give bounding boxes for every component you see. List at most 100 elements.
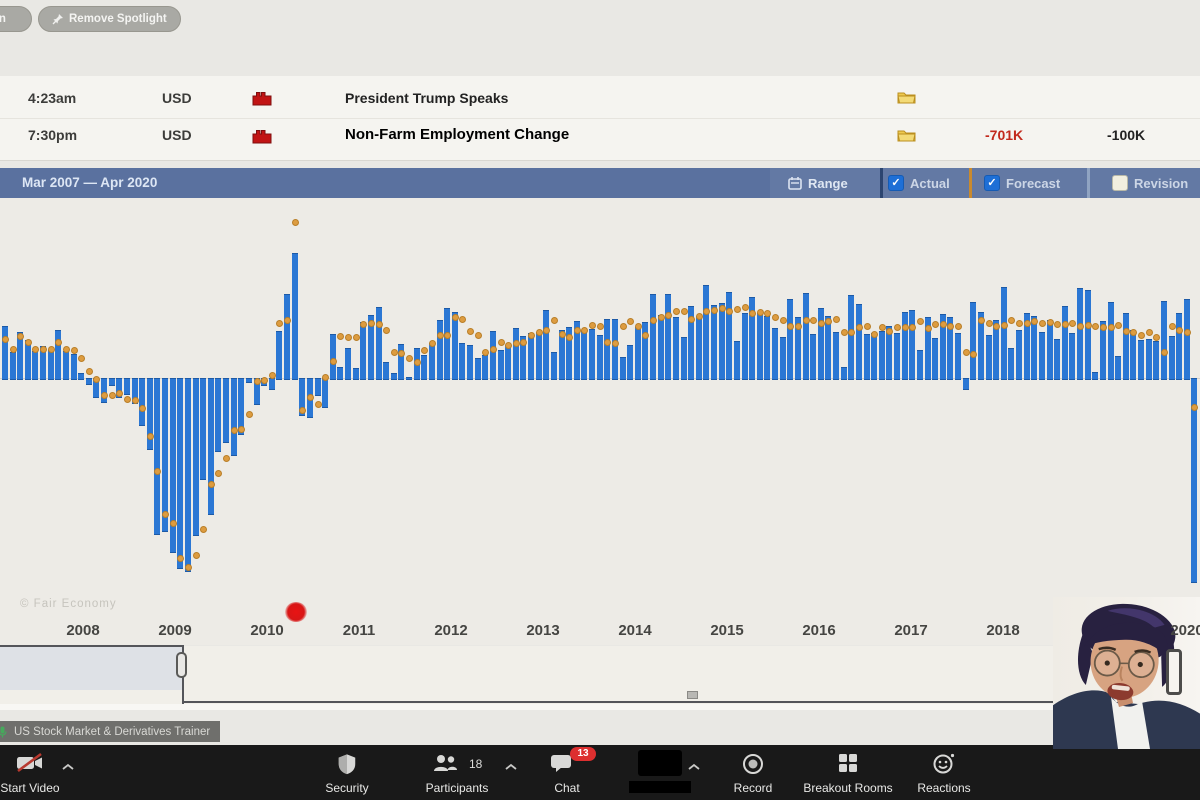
actual-bar [451, 312, 458, 380]
start-video-button[interactable]: Start Video [0, 745, 70, 800]
forecast-dot [741, 303, 749, 311]
forecast-dot [833, 316, 841, 324]
actual-bar [245, 378, 252, 384]
forecast-dot [322, 373, 330, 381]
record-button[interactable]: Record [713, 745, 793, 800]
forecast-dot [230, 427, 238, 435]
actual-bar [1176, 312, 1183, 380]
navigator-right-handle[interactable] [1166, 649, 1182, 695]
actual-bar [611, 319, 618, 380]
actual-bar [238, 378, 245, 436]
nfp-bar-chart[interactable]: © Fair Economy [0, 198, 1200, 645]
security-button[interactable]: Security [307, 745, 387, 800]
x-axis-year-label: 2018 [986, 622, 1020, 639]
forecast-dot [604, 338, 612, 346]
forecast-dot [802, 317, 810, 324]
forecast-dot [299, 406, 307, 414]
share-options-chevron-icon[interactable] [688, 758, 700, 776]
forecast-dot [367, 319, 375, 327]
forecast-checkbox[interactable]: ✓ [984, 175, 1000, 191]
folder-icon[interactable] [897, 89, 916, 109]
actual-bar [2, 325, 8, 380]
censored-label [629, 781, 691, 793]
pin-icon [52, 13, 64, 25]
forecast-dot [1107, 323, 1115, 331]
navigator-frame [182, 701, 1200, 703]
forecast-dot [62, 346, 70, 353]
pin-button[interactable]: Pin [0, 6, 32, 32]
forecast-dot [718, 305, 726, 313]
forecast-dot [596, 322, 604, 330]
actual-bar [421, 354, 428, 380]
forecast-dot [1168, 323, 1176, 331]
forecast-dot [1038, 319, 1046, 327]
reactions-smiley-icon [932, 752, 956, 781]
revision-checkbox[interactable] [1112, 175, 1128, 191]
reactions-button[interactable]: Reactions [904, 745, 984, 800]
x-axis-year-label: 2015 [710, 622, 744, 639]
actual-bar [489, 330, 496, 380]
actual-bar [1183, 298, 1190, 380]
forecast-dot [558, 330, 566, 338]
forecast-dot [421, 347, 429, 355]
forecast-dot [657, 314, 665, 322]
actual-bar [528, 333, 535, 380]
event-currency: USD [162, 90, 192, 106]
x-axis-year-label: 2016 [802, 622, 836, 639]
forecast-dot [238, 425, 246, 433]
forecast-dot [55, 338, 63, 346]
forecast-dot [650, 317, 658, 324]
forecast-dot [779, 316, 787, 324]
actual-bar [215, 378, 222, 452]
participants-button[interactable]: 18 Participants [417, 745, 497, 800]
chart-navigator[interactable] [0, 646, 1200, 704]
forecast-dot [1160, 349, 1168, 357]
forecast-dot [619, 322, 627, 330]
event-time: 7:30pm [28, 127, 78, 143]
forecast-dot [543, 327, 551, 335]
forecast-dot [1084, 321, 1092, 329]
censored-share-button[interactable] [629, 745, 691, 800]
forecast-dot [337, 332, 345, 340]
actual-bar [78, 372, 85, 380]
chat-button[interactable]: 13 Chat [527, 745, 607, 800]
actual-bar [741, 313, 748, 380]
actual-bar [772, 327, 779, 380]
navigator-scroll-grip[interactable] [687, 691, 698, 699]
forecast-dot [428, 340, 436, 348]
actual-bar [756, 313, 763, 380]
forecast-dot [291, 218, 299, 226]
actual-bar [794, 316, 801, 380]
video-options-chevron-icon[interactable] [62, 758, 74, 776]
navigator-left-mask [0, 646, 183, 690]
breakout-rooms-button[interactable]: Breakout Rooms [788, 745, 908, 800]
actual-bar [1138, 340, 1144, 380]
x-axis-year-label: 2017 [894, 622, 928, 639]
forecast-dot [581, 327, 589, 335]
folder-icon[interactable] [897, 127, 916, 147]
forecast-dot [512, 340, 520, 348]
reactions-label: Reactions [917, 781, 971, 795]
forecast-dot [184, 563, 192, 571]
actual-bar [352, 367, 359, 380]
forecast-dot [406, 355, 414, 363]
pin-button-label: Pin [0, 13, 6, 25]
forecast-dot [146, 433, 154, 440]
range-button[interactable]: Range [808, 176, 848, 191]
participants-options-chevron-icon[interactable] [505, 758, 517, 776]
remove-spotlight-button[interactable]: Remove Spotlight [38, 6, 181, 32]
forecast-dot [589, 321, 597, 329]
forecast-dot [878, 324, 886, 332]
actual-bar [878, 331, 885, 380]
event-title[interactable]: President Trump Speaks [345, 90, 509, 106]
actual-bar [733, 341, 740, 380]
actual-bar [787, 299, 794, 380]
actual-bar [726, 292, 733, 380]
actual-bar [718, 303, 725, 380]
actual-checkbox[interactable]: ✓ [888, 175, 904, 191]
event-title[interactable]: Non-Farm Employment Change [345, 126, 570, 143]
navigator-left-handle[interactable] [176, 652, 187, 678]
forecast-dot [177, 554, 185, 562]
actual-label: Actual [910, 176, 950, 191]
